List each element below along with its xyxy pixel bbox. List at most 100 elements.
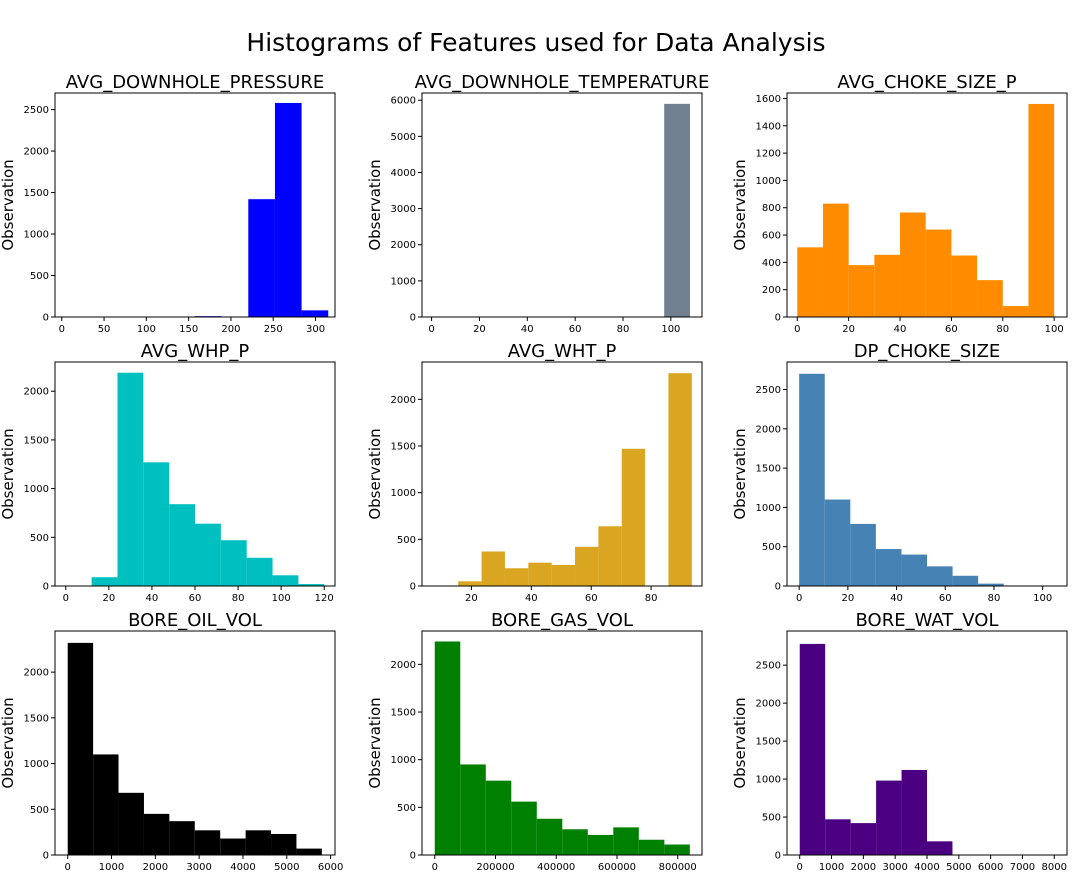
x-tick-label: 80: [645, 593, 658, 604]
x-tick-label: 4000: [914, 862, 939, 873]
x-tick-label: 1000: [819, 862, 844, 873]
x-tick-label: 80: [232, 593, 245, 604]
histogram-bar: [272, 575, 299, 586]
plot-frame: [421, 630, 703, 856]
x-tick-label: 0: [63, 593, 69, 604]
histogram-bar: [825, 819, 851, 855]
x-tick-label: 100: [1033, 593, 1052, 604]
histogram-bar: [598, 526, 622, 586]
histogram-bar: [301, 310, 329, 317]
histogram-bar: [67, 642, 94, 855]
x-tick-label: 6000: [318, 862, 343, 873]
y-tick-label: 1000: [756, 503, 781, 514]
histogram-bar: [799, 643, 826, 855]
y-tick-label: 500: [30, 271, 49, 282]
histogram-bar: [169, 504, 195, 586]
y-tick-label: 2500: [756, 385, 781, 396]
y-axis-label: Observation: [0, 428, 17, 519]
y-tick-label: 500: [30, 805, 49, 816]
panel-title: AVG_WHT_P: [508, 341, 617, 362]
y-tick-label: 2000: [756, 699, 781, 710]
histogram-bar: [143, 813, 170, 855]
y-tick-label: 1000: [24, 759, 49, 770]
y-tick-label: 1200: [756, 149, 781, 160]
y-axis-label: Observation: [366, 428, 384, 519]
histogram-bar: [1028, 103, 1055, 318]
x-tick-label: 100: [661, 324, 680, 335]
histogram-bar: [220, 540, 247, 586]
x-tick-label: 60: [569, 324, 582, 335]
y-tick-label: 500: [397, 803, 416, 814]
histogram-bar: [434, 641, 461, 855]
histogram-bar: [575, 546, 599, 586]
histogram-bar: [900, 212, 926, 317]
histogram-bar: [664, 103, 691, 317]
x-tick-label: 120: [315, 593, 334, 604]
histogram-panel: 0 1000 2000 3000 4000 5000 6000 7000 8000 0 500 100…: [731, 610, 1068, 873]
histogram-bar: [562, 829, 588, 855]
y-tick-label: 200: [762, 285, 781, 296]
y-tick-label: 5000: [391, 132, 416, 143]
histogram-bar: [850, 823, 877, 855]
y-tick-label: 1500: [24, 188, 49, 199]
histogram-bar: [504, 568, 529, 586]
histogram-bar: [195, 523, 221, 586]
histogram-bar: [117, 372, 144, 586]
x-tick-label: 0: [59, 324, 65, 335]
y-tick-label: 3000: [391, 204, 416, 215]
plot-frame: [786, 92, 1068, 318]
y-axis-label: Observation: [731, 159, 749, 250]
x-tick-label: 300: [306, 324, 325, 335]
y-tick-label: 0: [410, 313, 416, 324]
x-tick-label: 80: [988, 593, 1001, 604]
x-tick-label: 100: [1045, 324, 1064, 335]
panel-title: AVG_WHP_P: [141, 341, 250, 362]
histogram-panel: 0 20 40 60 80 1000200400600800100012001400160…: [731, 72, 1068, 335]
histogram-bar: [169, 821, 195, 855]
x-tick-label: 400000: [537, 862, 575, 873]
y-tick-label: 0: [410, 582, 416, 593]
histogram-bar: [925, 229, 952, 317]
x-tick-label: 0: [432, 862, 438, 873]
x-tick-label: 0: [796, 593, 802, 604]
histogram-bar: [458, 581, 482, 586]
histogram-bar: [274, 102, 302, 318]
histogram-bar: [143, 462, 170, 586]
x-tick-label: 5000: [274, 862, 299, 873]
histogram-bar: [536, 818, 563, 855]
x-tick-label: 2000: [851, 862, 876, 873]
x-tick-label: 60: [189, 593, 202, 604]
y-tick-label: 1500: [756, 464, 781, 475]
y-tick-label: 1500: [391, 442, 416, 453]
y-tick-label: 2000: [391, 395, 416, 406]
y-tick-label: 6000: [391, 96, 416, 107]
x-tick-label: 60: [939, 593, 952, 604]
histogram-bar: [824, 499, 851, 586]
histogram-bar: [848, 265, 875, 317]
x-tick-label: 40: [521, 324, 534, 335]
y-tick-label: 2500: [24, 105, 49, 116]
histogram-bar: [220, 838, 246, 855]
histogram-bar: [822, 203, 849, 317]
y-tick-label: 500: [762, 813, 781, 824]
panel-title: DP_CHOKE_SIZE: [854, 341, 1001, 362]
histogram-bar: [613, 827, 639, 855]
y-tick-label: 400: [762, 258, 781, 269]
y-tick-label: 1000: [391, 488, 416, 499]
histogram-bar: [271, 833, 297, 855]
y-axis-label: Observation: [366, 697, 384, 788]
y-tick-label: 0: [775, 582, 781, 593]
x-tick-label: 0: [65, 862, 71, 873]
y-tick-label: 1000: [391, 755, 416, 766]
x-tick-label: 6000: [978, 862, 1003, 873]
y-tick-label: 0: [775, 851, 781, 862]
x-tick-label: 80: [617, 324, 630, 335]
histogram-bar: [901, 769, 927, 855]
histogram-bar: [118, 792, 144, 855]
histogram-panel: 20 40 60 80 0 500 1000 1500 2000 Observation AVG_W…: [366, 341, 703, 604]
x-tick-label: 20: [102, 593, 115, 604]
x-tick-label: 0: [797, 862, 803, 873]
y-tick-label: 2000: [391, 240, 416, 251]
x-tick-label: 20: [842, 593, 855, 604]
histogram-bar: [927, 566, 953, 586]
